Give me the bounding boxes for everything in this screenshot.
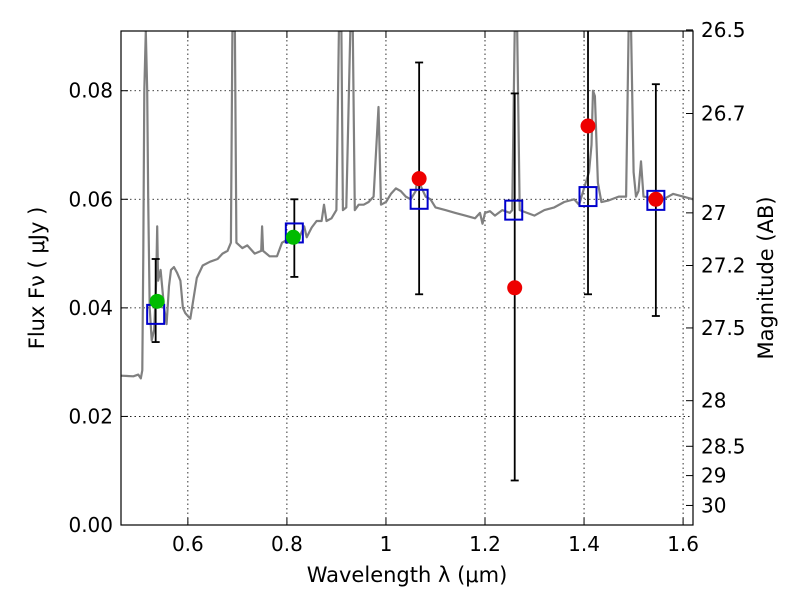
magnitude-tick-label: 29 bbox=[701, 464, 726, 488]
magnitude-tick-label: 26.5 bbox=[701, 18, 746, 42]
y-tick-label: 0.02 bbox=[68, 404, 113, 428]
x-tick-label: 1.4 bbox=[568, 532, 600, 556]
y-axis-right-label: Magnitude (AB) bbox=[754, 196, 778, 359]
y-axis-left-label: Flux Fν ( μJy ) bbox=[25, 207, 49, 350]
magnitude-tick-label: 27.2 bbox=[701, 254, 746, 278]
magnitude-tick-label: 27 bbox=[701, 201, 726, 225]
error-bar bbox=[584, 31, 593, 296]
x-tick-label: 0.8 bbox=[271, 532, 303, 556]
x-axis-label: Wavelength λ (μm) bbox=[307, 563, 508, 587]
magnitude-tick-label: 30 bbox=[701, 493, 726, 517]
y-tick-label: 0.06 bbox=[68, 187, 113, 211]
magnitude-tick-label: 27.5 bbox=[701, 316, 746, 340]
y-tick-label: 0.04 bbox=[68, 296, 113, 320]
red-data-point bbox=[411, 171, 427, 187]
x-tick-label: 0.6 bbox=[172, 532, 204, 556]
x-tick-label: 1.2 bbox=[469, 532, 501, 556]
model-spectrum-line bbox=[121, 31, 693, 380]
model-photometry-square bbox=[409, 188, 429, 210]
magnitude-tick-label: 26.7 bbox=[701, 102, 746, 126]
axes: 0.6 0.8 1 1.2 1.4 1.6 0.00 0.02 0.04 0.06 0.08 26.5… bbox=[68, 18, 745, 556]
y-tick-label: 0.08 bbox=[68, 79, 113, 103]
y-tick-label: 0.00 bbox=[68, 513, 113, 537]
x-tick-label: 1 bbox=[380, 532, 393, 556]
x-tick-label: 1.6 bbox=[667, 532, 699, 556]
green-data-point bbox=[149, 293, 165, 309]
red-data-point bbox=[648, 191, 664, 207]
green-data-point bbox=[285, 229, 301, 245]
magnitude-tick-label: 28 bbox=[701, 389, 726, 413]
plot-frame bbox=[120, 30, 694, 526]
markers bbox=[146, 31, 666, 482]
model-photometry-square bbox=[578, 186, 598, 208]
model-photometry-square bbox=[504, 199, 524, 221]
red-data-point bbox=[507, 280, 523, 296]
plot-area bbox=[121, 31, 693, 380]
red-data-point bbox=[580, 118, 596, 134]
magnitude-tick-label: 28.5 bbox=[701, 434, 746, 458]
model-photometry-square bbox=[646, 189, 666, 211]
